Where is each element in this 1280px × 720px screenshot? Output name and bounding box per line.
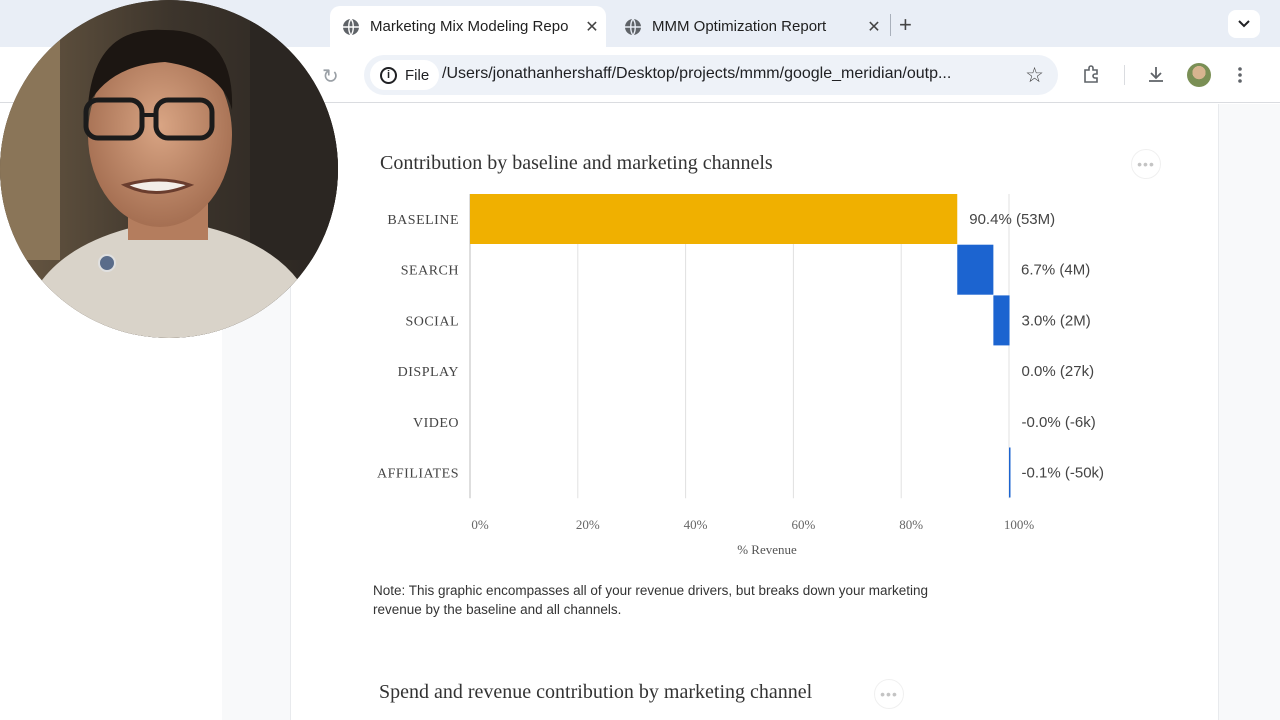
x-tick-label: 100% bbox=[1004, 517, 1035, 532]
close-tab-icon[interactable]: ✕ bbox=[867, 18, 881, 36]
category-label: DISPLAY bbox=[398, 365, 459, 380]
reload-icon[interactable]: ↻ bbox=[322, 66, 339, 88]
bar-social[interactable] bbox=[993, 295, 1010, 346]
extensions-icon[interactable] bbox=[1082, 64, 1102, 84]
chart-more-options-icon[interactable]: ••• bbox=[874, 679, 904, 709]
tab-search-button[interactable] bbox=[1228, 10, 1260, 38]
tab-title: Marketing Mix Modeling Repo bbox=[370, 18, 569, 35]
category-label: AFFILIATES bbox=[377, 467, 459, 482]
profile-avatar[interactable] bbox=[1187, 63, 1211, 87]
section-title: Spend and revenue contribution by market… bbox=[379, 681, 813, 703]
globe-icon bbox=[625, 18, 641, 35]
category-label: SOCIAL bbox=[405, 314, 459, 329]
bookmark-star-icon[interactable]: ☆ bbox=[1025, 64, 1044, 87]
value-label: 6.7% (4M) bbox=[1021, 262, 1090, 279]
menu-kebab-icon[interactable] bbox=[1236, 66, 1244, 84]
chevron-down-icon bbox=[1238, 20, 1250, 28]
toolbar-separator bbox=[1124, 65, 1125, 85]
x-tick-label: 60% bbox=[791, 517, 815, 532]
presenter-video-image bbox=[0, 0, 338, 338]
x-tick-label: 0% bbox=[471, 517, 489, 532]
tab-title: MMM Optimization Report bbox=[652, 18, 827, 35]
chart-note: Note: This graphic encompasses all of yo… bbox=[373, 583, 929, 617]
value-label: -0.1% (-50k) bbox=[1022, 465, 1105, 482]
info-icon: i bbox=[380, 66, 397, 84]
value-label: 3.0% (2M) bbox=[1022, 312, 1091, 329]
close-tab-icon[interactable]: ✕ bbox=[585, 18, 599, 36]
value-label: 0.0% (27k) bbox=[1022, 363, 1095, 380]
chart-title: Contribution by baseline and marketing c… bbox=[380, 152, 773, 174]
page-gutter-right bbox=[1219, 104, 1280, 720]
value-label: -0.0% (-6k) bbox=[1022, 414, 1096, 431]
tab-marketing-mix-report[interactable]: Marketing Mix Modeling Repo ✕ bbox=[330, 6, 606, 47]
chart-more-options-icon[interactable]: ••• bbox=[1131, 149, 1161, 179]
new-tab-icon[interactable]: + bbox=[899, 12, 912, 37]
bar-search[interactable] bbox=[957, 244, 994, 295]
tab-separator bbox=[890, 14, 891, 36]
file-scheme-label: File bbox=[405, 66, 430, 84]
url-text[interactable]: /Users/jonathanhershaff/Desktop/projects… bbox=[442, 65, 952, 82]
category-label: BASELINE bbox=[387, 213, 459, 228]
download-icon[interactable] bbox=[1146, 64, 1166, 84]
site-info-chip[interactable]: i File bbox=[370, 60, 440, 90]
tab-optimization-report[interactable]: MMM Optimization Report ✕ bbox=[612, 6, 888, 47]
bar-affiliates[interactable] bbox=[1009, 447, 1011, 498]
globe-icon bbox=[343, 18, 359, 35]
x-axis-title: % Revenue bbox=[737, 542, 797, 557]
address-bar[interactable]: i File /Users/jonathanhershaff/Desktop/p… bbox=[364, 55, 1058, 95]
presenter-webcam bbox=[0, 0, 338, 338]
x-tick-label: 20% bbox=[576, 517, 600, 532]
category-label: SEARCH bbox=[401, 264, 459, 279]
value-label: 90.4% (53M) bbox=[969, 211, 1055, 228]
bar-baseline[interactable] bbox=[470, 194, 958, 244]
x-tick-label: 80% bbox=[899, 517, 923, 532]
category-label: VIDEO bbox=[413, 416, 459, 431]
x-tick-label: 40% bbox=[684, 517, 708, 532]
